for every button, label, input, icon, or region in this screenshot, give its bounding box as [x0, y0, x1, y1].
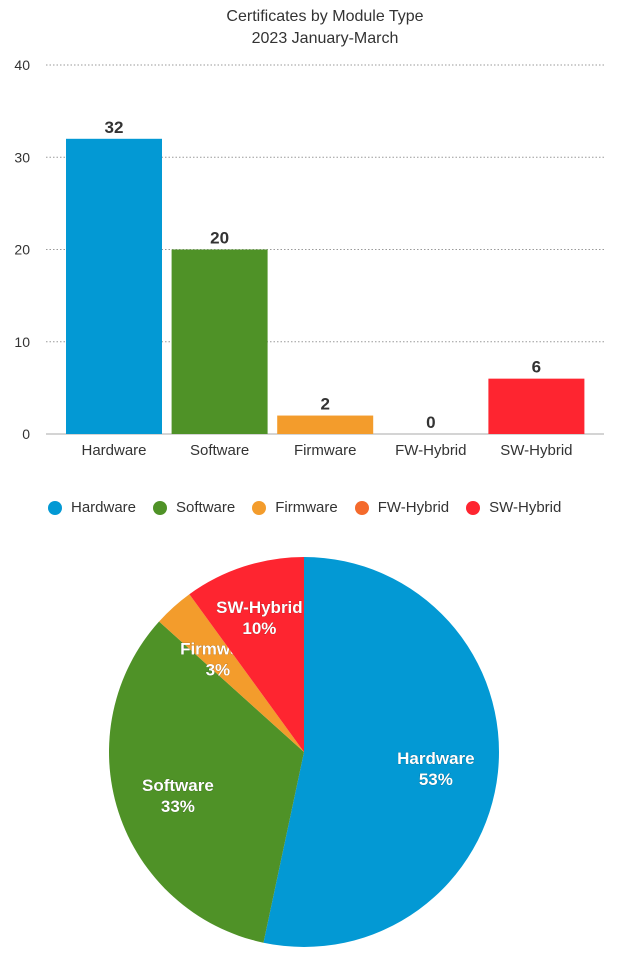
- pie-slice-label: SW-Hybrid: [216, 598, 303, 617]
- pie-slice-firmware: [159, 594, 304, 752]
- x-tick-label: FW-Hybrid: [395, 442, 466, 459]
- x-tick-label: SW-Hybrid: [500, 442, 572, 459]
- pie-slice-percent: 53%: [419, 770, 453, 789]
- bar-value-label: 2: [320, 395, 329, 414]
- legend-swatch: [48, 500, 62, 515]
- pie-chart: Hardware53%Software33%Firmware3%SW-Hybri…: [109, 557, 499, 947]
- chart-subtitle: 2023 January-March: [251, 30, 399, 47]
- pie-slice-label: Hardware: [397, 749, 474, 768]
- pie-slice-percent: 10%: [242, 619, 276, 638]
- x-tick-label: Software: [190, 442, 249, 459]
- bar-hardware: [66, 138, 162, 435]
- legend-label: Firmware: [275, 499, 338, 516]
- y-tick-label: 10: [14, 334, 30, 350]
- legend-item-sw-hybrid: SW-Hybrid: [466, 499, 561, 516]
- pie-slice-software: [109, 621, 304, 943]
- chart-title-block: Certificates by Module Type 2023 January…: [0, 6, 618, 50]
- legend-item-software: Software: [153, 499, 235, 516]
- bar-value-label: 0: [426, 413, 435, 432]
- pie-slice-hardware: [263, 557, 499, 947]
- bar-chart: 0 10 20 30 40 32 Hardware 20 Software 2 Firmware 0 F…: [14, 57, 604, 459]
- legend-swatch: [354, 500, 369, 515]
- legend-swatch: [466, 500, 481, 515]
- legend-label: Hardware: [71, 499, 137, 516]
- bar-software: [171, 249, 268, 434]
- legend-swatch: [153, 500, 168, 515]
- legend-label: Software: [176, 499, 236, 516]
- legend-item-firmware: Firmware: [252, 499, 338, 516]
- pie-slice-sw-hybrid: [189, 557, 304, 752]
- legend-label: SW-Hybrid: [489, 499, 562, 516]
- y-tick-label: 30: [14, 149, 30, 165]
- bar-value-label: 6: [532, 358, 541, 377]
- legend-label: FW-Hybrid: [377, 499, 450, 516]
- chart-legend: Hardware Software Firmware FW-Hybrid SW-Hybr…: [48, 499, 578, 516]
- pie-slice-percent: 33%: [161, 797, 195, 816]
- legend-item-hardware: Hardware: [48, 499, 136, 516]
- y-tick-label: 40: [14, 57, 30, 73]
- chart-title: Certificates by Module Type: [226, 8, 424, 25]
- bar-value-label: 32: [105, 118, 124, 137]
- pie-slice-label: Software: [142, 776, 214, 795]
- bar-value-label: 20: [210, 229, 229, 248]
- legend-item-fw-hybrid: FW-Hybrid: [354, 499, 450, 516]
- y-tick-label: 20: [14, 242, 30, 258]
- x-tick-label: Hardware: [81, 442, 146, 459]
- bar-firmware: [277, 415, 374, 434]
- legend-swatch: [252, 500, 267, 515]
- x-tick-label: Firmware: [294, 442, 357, 459]
- pie-slice-percent: 3%: [206, 660, 231, 679]
- y-tick-label: 0: [22, 426, 30, 442]
- bar-sw-hybrid: [488, 378, 585, 434]
